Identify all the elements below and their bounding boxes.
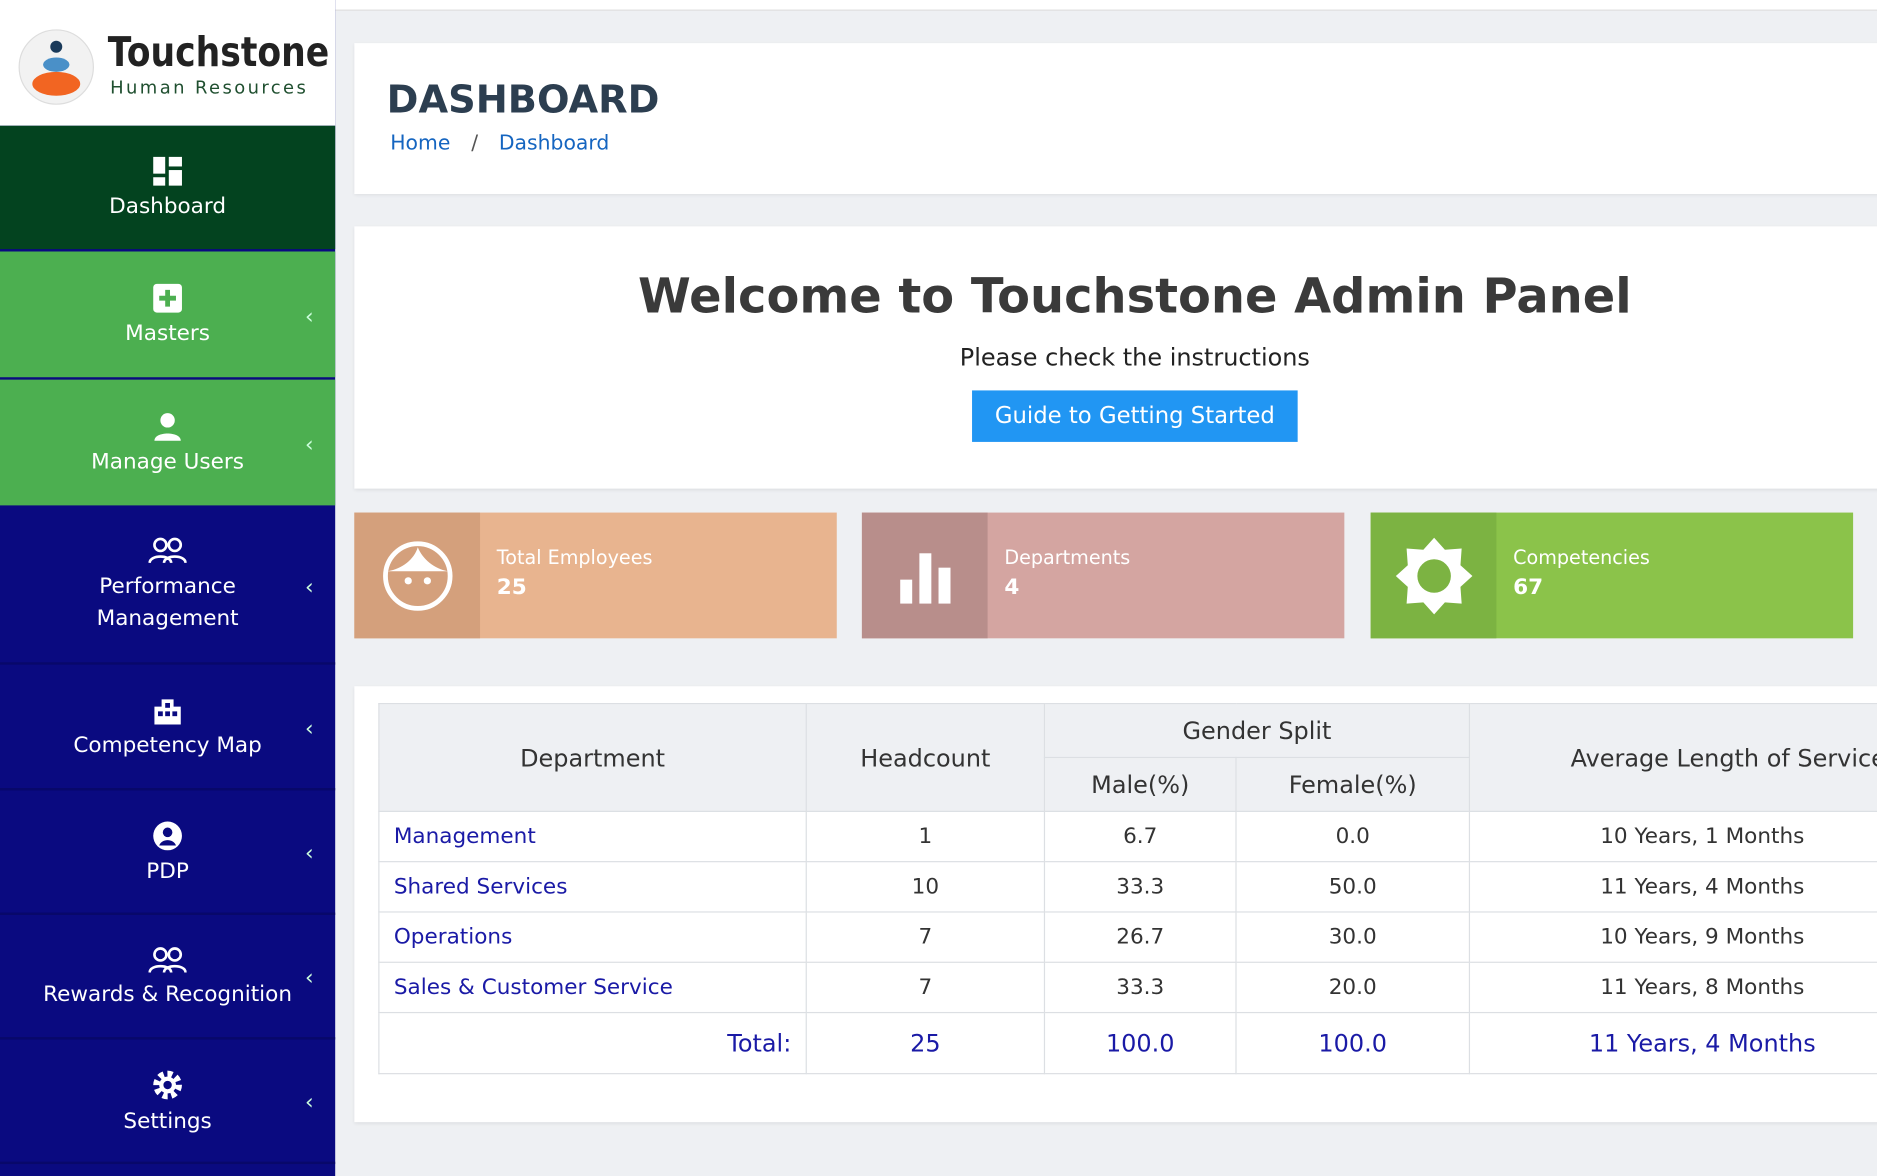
- department-table: Department Headcount Gender Split Average L…: [378, 702, 1877, 1075]
- table-cell: 1: [805, 810, 1046, 863]
- table-cell: 100.0: [1235, 1011, 1471, 1075]
- nav-item[interactable]: Dashboard: [0, 125, 336, 250]
- chevron: ‹: [305, 431, 314, 457]
- nav-label: PDP: [146, 858, 189, 884]
- table-cell: 10: [805, 861, 1046, 913]
- table-row: Management 1 6.7 0.0 10 Years, 1 Months: [378, 810, 1877, 863]
- stat-label: Departments: [1004, 546, 1131, 569]
- nav-label: Masters: [125, 320, 210, 347]
- nav-item[interactable]: Manage Users ‹: [0, 379, 336, 506]
- chevron: ‹: [305, 965, 314, 991]
- table-cell: 10 Years, 1 Months: [1468, 810, 1877, 863]
- sidebar: Touchstone Human Resources Dashboard Mas…: [0, 0, 336, 1176]
- icon: [154, 413, 181, 441]
- table-cell: 7: [805, 911, 1046, 963]
- table-cell: 100.0: [1043, 1011, 1237, 1075]
- icon: [153, 820, 182, 850]
- header-cell: Gender Split: [1043, 702, 1471, 759]
- welcome-title: Welcome to Touchstone Admin Panel: [638, 269, 1632, 325]
- breadcrumb-link[interactable]: Dashboard: [498, 131, 610, 156]
- table-row: Sales & Customer Service 7 33.3 20.0 11 Year…: [378, 961, 1877, 1014]
- table-cell: 10 Years, 9 Months: [1468, 911, 1877, 963]
- table-cell: Total:: [378, 1011, 807, 1075]
- icon: [153, 1070, 182, 1099]
- breadcrumb-link[interactable]: Home: [390, 131, 451, 156]
- logo[interactable]: Touchstone Human Resources: [0, 0, 336, 126]
- icon: [153, 156, 182, 186]
- table-cell: 50.0: [1235, 861, 1471, 913]
- welcome-panel: Welcome to Touchstone Admin Panel Please…: [354, 226, 1877, 489]
- nav-label: Settings: [123, 1108, 212, 1134]
- logo-tagline: Human Resources: [110, 76, 309, 99]
- top-bar: [335, 0, 1877, 11]
- logo-icon: [18, 29, 94, 105]
- table-cell: 7: [805, 961, 1046, 1014]
- chevron: ‹: [305, 1089, 314, 1115]
- table-cell: 33.3: [1043, 861, 1237, 913]
- table-row: Shared Services 10 33.3 50.0 11 Years, 4 Mon…: [378, 861, 1877, 913]
- table-cell: 6.7: [1043, 810, 1237, 863]
- chevron: ‹: [305, 303, 314, 329]
- stat-card: Competencies 67: [1370, 512, 1854, 639]
- nav-item[interactable]: Rewards & Recognition ‹: [0, 915, 336, 1040]
- stat-value: 25: [496, 574, 527, 600]
- stat-icon: [861, 512, 988, 639]
- logo-name: Touchstone: [107, 28, 330, 77]
- table-cell[interactable]: Shared Services: [378, 861, 807, 913]
- nav-item[interactable]: Performance Management ‹: [0, 508, 336, 665]
- stat-value: 4: [1004, 574, 1020, 600]
- header-cell: Female(%): [1235, 756, 1471, 812]
- page-header: DASHBOARD Home / Dashboard: [354, 43, 1877, 195]
- breadcrumb-separator: /: [471, 131, 479, 156]
- table-cell: 33.3: [1043, 961, 1237, 1014]
- page-title: DASHBOARD: [386, 76, 660, 123]
- table-cell[interactable]: Operations: [378, 911, 807, 963]
- table-cell: 25: [805, 1011, 1046, 1075]
- table-body: Management 1 6.7 0.0 10 Years, 1 Months Share…: [378, 810, 1877, 1075]
- table-cell[interactable]: Sales & Customer Service: [378, 961, 807, 1014]
- stat-label: Competencies: [1513, 546, 1650, 569]
- nav-item[interactable]: Masters ‹: [0, 251, 336, 378]
- table-cell: 11 Years, 8 Months: [1468, 961, 1877, 1014]
- table-cell: 11 Years, 4 Months: [1468, 861, 1877, 913]
- stat-value: 67: [1513, 574, 1544, 600]
- guide-button[interactable]: Guide to Getting Started: [972, 390, 1298, 442]
- icon: [148, 537, 187, 563]
- nav-label: Dashboard: [109, 194, 227, 220]
- chevron: ‹: [305, 840, 314, 866]
- table-cell: 20.0: [1235, 961, 1471, 1014]
- table-cell: 11 Years, 4 Months: [1468, 1011, 1877, 1075]
- icon: [153, 283, 182, 313]
- stat-icon: [354, 512, 481, 639]
- total-row: Total: 25 100.0 100.0 11 Years, 4 Months: [378, 1011, 1877, 1075]
- table-cell: 0.0: [1235, 810, 1471, 863]
- nav-label: Rewards & Recognition: [43, 981, 293, 1007]
- nav-item[interactable]: PDP ‹: [0, 790, 336, 915]
- table-row: Operations 7 26.7 30.0 10 Years, 9 Months: [378, 911, 1877, 963]
- icon: [148, 946, 187, 973]
- stat-card: Departments 4: [861, 512, 1345, 639]
- table-cell: 26.7: [1043, 911, 1237, 963]
- table-cell[interactable]: Management: [378, 810, 807, 863]
- icon: [154, 699, 181, 725]
- nav-label: Competency Map: [73, 732, 262, 759]
- nav-item[interactable]: Settings ‹: [0, 1040, 336, 1165]
- header-cell: Headcount: [805, 702, 1046, 812]
- chevron: ‹: [305, 715, 314, 741]
- nav-item[interactable]: Competency Map ‹: [0, 665, 336, 791]
- nav-label: Performance Management: [96, 573, 239, 631]
- header-cell: Department: [378, 702, 807, 812]
- stat-label: Total Employees: [496, 546, 653, 569]
- table-cell: 30.0: [1235, 911, 1471, 963]
- nav-label: Manage Users: [91, 449, 244, 475]
- stat-card: Total Employees 25: [354, 512, 837, 639]
- breadcrumb: Home / Dashboard: [390, 132, 609, 156]
- chevron: ‹: [305, 574, 314, 600]
- stat-icon: [1370, 512, 1497, 639]
- welcome-subtitle: Please check the instructions: [959, 342, 1310, 372]
- header-cell: Average Length of Service: [1468, 702, 1877, 812]
- header-cell: Male(%): [1043, 756, 1237, 812]
